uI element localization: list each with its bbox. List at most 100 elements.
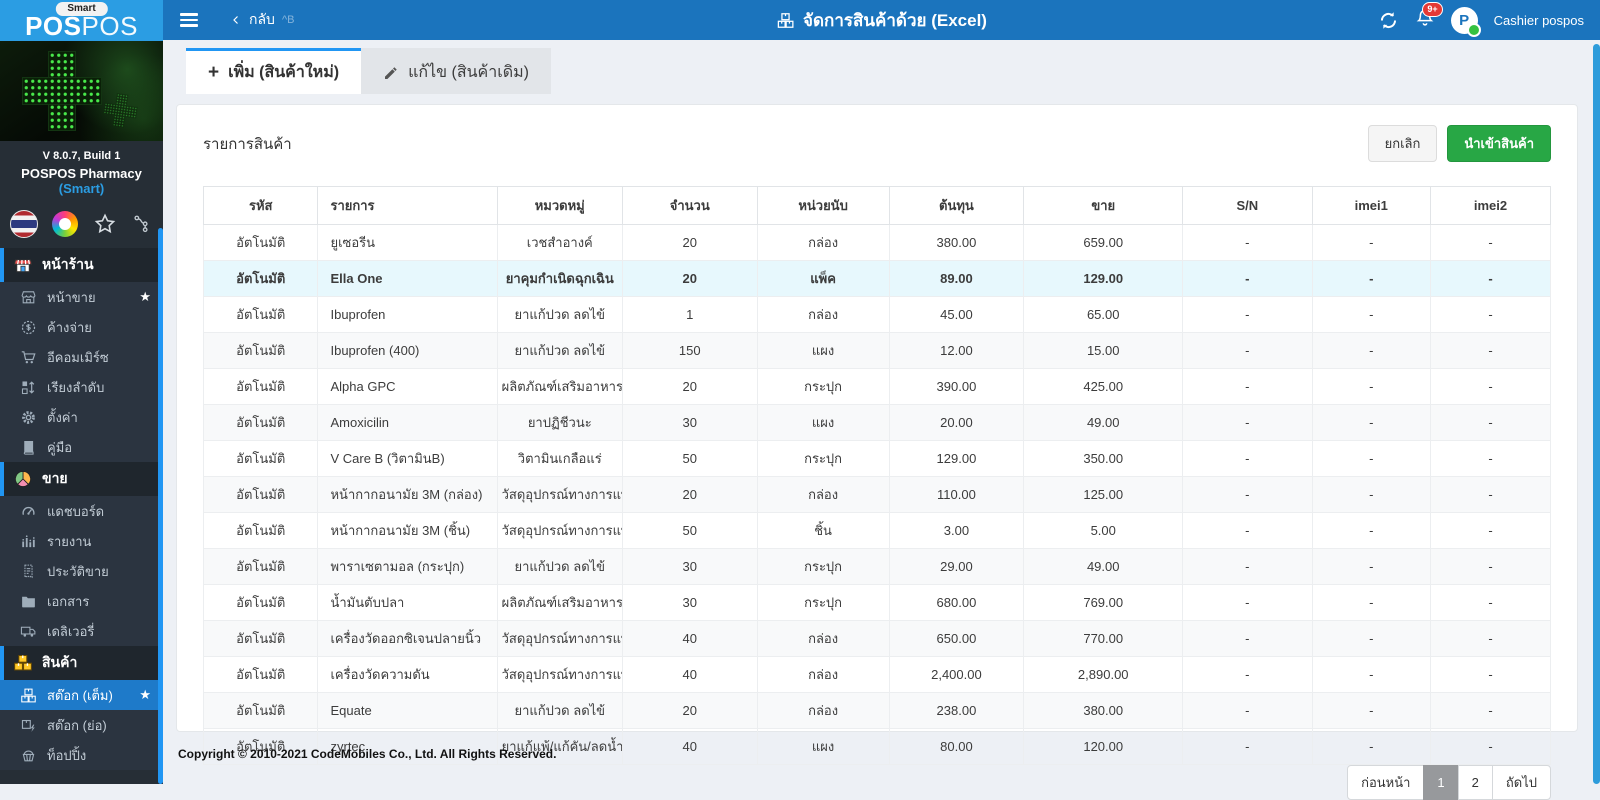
col-header-imei2: imei2 <box>1430 186 1551 225</box>
color-wheel-icon[interactable] <box>52 211 79 237</box>
cell-cost: 45.00 <box>888 296 1025 333</box>
table-row[interactable]: อัตโนมัติ Equate ยาแก้ปวด ลดไข้ 20 กล่อง… <box>202 692 1551 729</box>
sidebar-item-dashboard[interactable]: แดชบอร์ด <box>0 496 163 526</box>
folder-icon <box>22 596 35 607</box>
panel-title: รายการสินค้า <box>203 135 292 153</box>
back-shortcut-hint: ^B <box>281 14 295 26</box>
cell-category: ยาปฏิชีวนะ <box>496 404 623 441</box>
sort-icon <box>21 380 35 394</box>
sidebar-item-stock-full[interactable]: สต๊อก (เต็ม) ★ <box>0 680 163 710</box>
pagination-prev-button[interactable]: ก่อนหน้า <box>1347 765 1425 800</box>
hamburger-menu-icon[interactable] <box>180 10 198 30</box>
cell-code: อัตโนมัติ <box>202 620 319 657</box>
table-row[interactable]: อัตโนมัติ น้ำมันตับปลา ผลิตภัณฑ์เสริมอาห… <box>202 584 1551 621</box>
cell-sn: - <box>1182 476 1313 513</box>
table-row[interactable]: อัตโนมัติ เครื่องวัดออกซิเจนปลายนิ้ว วัส… <box>202 620 1551 657</box>
quick-icons-row <box>0 202 163 248</box>
sidebar-item-label: หน้าขาย <box>47 289 96 305</box>
star-outline-icon[interactable] <box>93 212 117 236</box>
cell-qty: 20 <box>621 476 758 513</box>
notifications-button[interactable]: 9+ <box>1415 1 1443 33</box>
product-table-body: อัตโนมัติ ยูเซอรีน เวชสำอางค์ 20 กล่อง 3… <box>202 224 1551 765</box>
cell-sn: - <box>1182 692 1313 729</box>
table-row[interactable]: อัตโนมัติ เครื่องวัดความดัน วัสดุอุปกรณ์… <box>202 656 1551 693</box>
sidebar-item-ecommerce[interactable]: อีคอมเมิร์ซ <box>0 342 163 372</box>
cell-sn: - <box>1182 512 1313 549</box>
cell-unit: กระปุก <box>756 368 890 405</box>
page-scrollbar[interactable] <box>1593 44 1600 784</box>
cell-imei2: - <box>1430 296 1551 333</box>
sidebar-item-stock-short[interactable]: สต๊อก (ย่อ) <box>0 710 163 740</box>
cell-code: อัตโนมัติ <box>202 296 319 333</box>
cell-unit: แผง <box>756 332 890 369</box>
table-row[interactable]: อัตโนมัติ พาราเซตามอล (กระปุก) ยาแก้ปวด … <box>202 548 1551 585</box>
cell-imei1: - <box>1311 692 1432 729</box>
import-products-button[interactable]: นำเข้าสินค้า <box>1447 125 1551 162</box>
cell-price: 2,890.00 <box>1023 656 1184 693</box>
brand-text: POSPOS <box>0 0 163 39</box>
cell-category: ยาแก้ปวด ลดไข้ <box>496 332 623 369</box>
cell-sn: - <box>1182 296 1313 333</box>
cell-unit: กล่อง <box>756 224 890 261</box>
table-row[interactable]: อัตโนมัติ Alpha GPC ผลิตภัณฑ์เสริมอาหาร … <box>202 368 1551 405</box>
table-row[interactable]: อัตโนมัติ Ibuprofen ยาแก้ปวด ลดไข้ 1 กล่… <box>202 296 1551 333</box>
cancel-button[interactable]: ยกเลิก <box>1367 125 1438 162</box>
pie-chart-color-icon <box>15 471 31 487</box>
sidebar-item-topping[interactable]: ท็อปปิ้ง <box>0 740 163 770</box>
table-row[interactable]: อัตโนมัติ หน้ากากอนามัย 3M (กล่อง) วัสดุ… <box>202 476 1551 513</box>
cell-code: อัตโนมัติ <box>202 656 319 693</box>
table-row[interactable]: อัตโนมัติ ยูเซอรีน เวชสำอางค์ 20 กล่อง 3… <box>202 224 1551 261</box>
cell-name: Equate <box>317 692 498 729</box>
cell-cost: 110.00 <box>888 476 1025 513</box>
sidebar-item-label: ค้างจ่าย <box>47 319 92 335</box>
product-list-panel: รายการสินค้า ยกเลิก นำเข้าสินค้า รหัส <box>176 104 1578 800</box>
sidebar-item-documents[interactable]: เอกสาร <box>0 586 163 616</box>
sidebar-item-delivery[interactable]: เดลิเวอรี่ <box>0 616 163 646</box>
sidebar-scrollbar[interactable] <box>158 228 163 784</box>
section-products[interactable]: สินค้า <box>0 646 163 680</box>
tab-add-new-products[interactable]: + เพิ่ม (สินค้าใหม่) <box>186 48 362 94</box>
tab-edit-existing-products[interactable]: แก้ไข (สินค้าเดิม) <box>361 48 551 94</box>
cell-category: ยาแก้ปวด ลดไข้ <box>496 296 623 333</box>
section-sell[interactable]: ขาย <box>0 462 163 496</box>
cell-imei1: - <box>1311 332 1432 369</box>
thai-flag-icon[interactable] <box>10 210 38 238</box>
cell-name: พาราเซตามอล (กระปุก) <box>317 548 498 585</box>
cell-sn: - <box>1182 656 1313 693</box>
notification-badge: 9+ <box>1422 1 1443 17</box>
table-row[interactable]: อัตโนมัติ Ibuprofen (400) ยาแก้ปวด ลดไข้… <box>202 332 1551 369</box>
cell-cost: 20.00 <box>888 404 1025 441</box>
cell-imei1: - <box>1311 404 1432 441</box>
pagination-page-1-button[interactable]: 1 <box>1423 765 1459 800</box>
pagination-next-button[interactable]: ถัดไป <box>1491 765 1551 800</box>
back-button[interactable]: กลับ ^B <box>230 9 294 31</box>
cell-imei2: - <box>1430 332 1551 369</box>
table-row[interactable]: อัตโนมัติ Amoxicilin ยาปฏิชีวนะ 30 แผง 2… <box>202 404 1551 441</box>
table-row[interactable]: อัตโนมัติ V Care B (วิตามินB) วิตามินเกล… <box>202 440 1551 477</box>
table-row[interactable]: อัตโนมัติ หน้ากากอนามัย 3M (ชิ้น) วัสดุอ… <box>202 512 1551 549</box>
cell-cost: 390.00 <box>888 368 1025 405</box>
panel-header: รายการสินค้า ยกเลิก นำเข้าสินค้า <box>203 125 1551 162</box>
cell-imei1: - <box>1311 620 1432 657</box>
table-row[interactable]: อัตโนมัติ Ella One ยาคุมกำเนิดฉุกเฉิน 20… <box>202 260 1551 297</box>
tab-bar: + เพิ่ม (สินค้าใหม่) แก้ไข (สินค้าเดิม) <box>186 48 1578 94</box>
favorite-star-icon: ★ <box>139 687 151 702</box>
stock-full-icon <box>21 688 36 702</box>
table-row[interactable]: อัตโนมัติ zyrtec ยาแก้แพ้/แก้คัน/ลดน้ำมู… <box>202 728 1551 765</box>
panel-actions: ยกเลิก นำเข้าสินค้า <box>1367 125 1551 162</box>
workflow-icon[interactable] <box>131 214 151 234</box>
section-storefront[interactable]: หน้าร้าน <box>0 248 163 282</box>
cell-imei2: - <box>1430 404 1551 441</box>
sidebar-item-manual[interactable]: คู่มือ <box>0 432 163 462</box>
sidebar-item-sort[interactable]: เรียงลำดับ <box>0 372 163 402</box>
pagination-page-2-button[interactable]: 2 <box>1457 765 1493 800</box>
sidebar-item-sales-history[interactable]: ประวัติขาย <box>0 556 163 586</box>
refresh-icon[interactable] <box>1378 10 1399 31</box>
sidebar-item-sale-screen[interactable]: หน้าขาย ★ <box>0 282 163 312</box>
col-header-cost: ต้นทุน <box>888 186 1025 225</box>
sidebar-item-reports[interactable]: รายงาน <box>0 526 163 556</box>
avatar[interactable]: P <box>1450 6 1481 37</box>
product-label: POSPOS Pharmacy <box>21 166 142 181</box>
sidebar-item-pending[interactable]: ค้างจ่าย <box>0 312 163 342</box>
sidebar-item-settings[interactable]: ตั้งค่า <box>0 402 163 432</box>
